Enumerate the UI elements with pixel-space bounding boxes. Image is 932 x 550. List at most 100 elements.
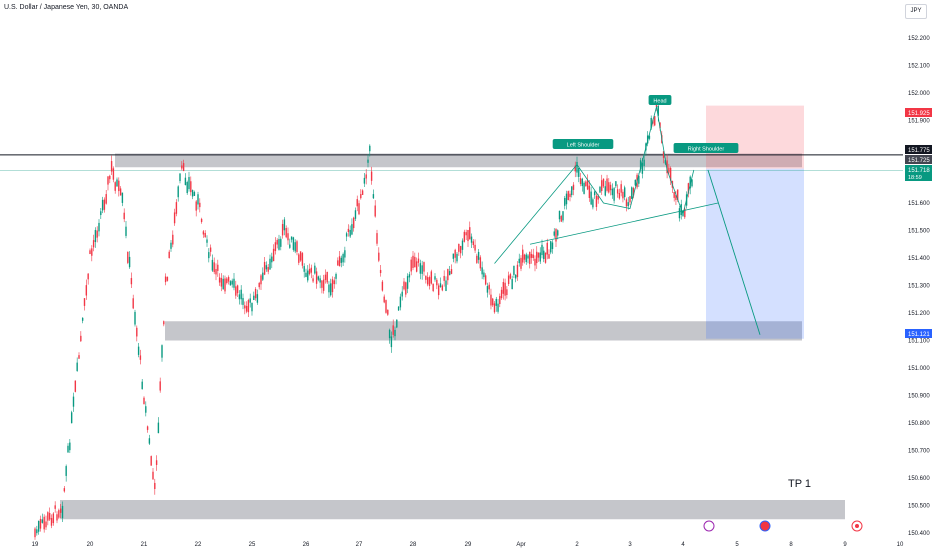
candle-body [91, 248, 93, 256]
candle-body [551, 242, 554, 249]
candle-body [641, 162, 644, 174]
candle-body [678, 208, 681, 219]
candle-body [615, 181, 617, 187]
candle-body [262, 272, 264, 280]
candle-body [441, 285, 444, 291]
candle-body [271, 256, 273, 263]
candle-body [256, 294, 259, 303]
left-shoulder-label-bg [552, 139, 614, 149]
candle-body [193, 192, 196, 196]
candle-body [36, 529, 38, 534]
candle-body [217, 264, 219, 271]
x-tick-label: 27 [356, 542, 363, 548]
candle-body [159, 381, 161, 391]
candle-body [347, 228, 350, 233]
candle-body [602, 178, 605, 187]
candle-body [342, 254, 344, 263]
candle-body [63, 488, 66, 492]
candle-body [200, 218, 203, 222]
candle-body [184, 177, 187, 185]
candle-body [337, 260, 339, 266]
candle-body [253, 295, 255, 301]
candle-body [622, 191, 624, 199]
candle-body [294, 242, 296, 252]
candle-body [529, 251, 531, 265]
candle-body [593, 191, 596, 196]
us-event-icon [759, 520, 771, 532]
candle-body [130, 278, 133, 285]
candle-body [134, 311, 136, 325]
candle-body [211, 259, 214, 271]
candle-body [163, 321, 165, 325]
candle-body [436, 279, 438, 286]
candle-body [543, 250, 545, 259]
currency-button[interactable]: JPY [905, 4, 927, 19]
candle-body [39, 518, 42, 529]
candle-body [523, 254, 526, 260]
candle-body [335, 273, 337, 279]
price-tag-label: 151.718 [908, 168, 930, 174]
candle-body [634, 179, 636, 186]
candle-body [509, 274, 512, 279]
candle-body [579, 178, 582, 185]
candle-body [215, 268, 217, 275]
candle-body [627, 202, 629, 207]
candle-body [613, 188, 615, 201]
candle-body [564, 198, 566, 206]
candle-body [96, 230, 98, 238]
candle-body [421, 265, 423, 274]
candle-body [290, 236, 293, 240]
candle-body [474, 244, 476, 251]
candle-body [145, 406, 147, 413]
candle-body [50, 518, 53, 526]
candle-body [490, 294, 492, 306]
candle-body [595, 195, 598, 207]
y-tick-label: 151.300 [908, 284, 930, 290]
candle-body [114, 182, 116, 191]
candle-body [188, 177, 190, 190]
candle-body [625, 199, 628, 207]
candle-body [677, 189, 679, 201]
support-zone [165, 321, 802, 341]
candle-body [161, 345, 163, 358]
candle-body [601, 180, 603, 192]
candle-body [548, 254, 550, 259]
candle-body [370, 171, 373, 181]
candle-body [454, 249, 456, 258]
candle-body [691, 179, 693, 187]
candle-body [379, 269, 382, 274]
candle-body [583, 182, 585, 194]
candle-body [590, 191, 592, 205]
candle-body [684, 208, 686, 218]
candle-body [296, 241, 298, 252]
candle-body [419, 263, 422, 274]
candle-body [354, 210, 357, 219]
candle-body [544, 252, 547, 263]
x-tick-label: 21 [141, 542, 148, 548]
candle-body [154, 482, 156, 490]
candle-body [72, 396, 75, 407]
candle-body [513, 265, 515, 275]
candle-body [567, 191, 569, 200]
candle-body [276, 239, 278, 245]
candle-body [620, 184, 622, 193]
candle-body [571, 186, 573, 196]
x-tick-label: 20 [87, 542, 94, 548]
candle-body [283, 219, 286, 231]
candle-body [463, 231, 466, 242]
candle-body [506, 289, 508, 296]
candle-body [578, 167, 580, 177]
price-tag-countdown: 18:59 [908, 175, 922, 181]
candle-body [299, 251, 302, 261]
candle-body [356, 199, 358, 207]
candle-body [414, 256, 416, 268]
x-tick-label: 3 [628, 542, 632, 548]
candle-body [585, 181, 587, 187]
candle-body [222, 278, 224, 290]
candle-body [56, 514, 58, 521]
x-tick-label: 8 [789, 542, 793, 548]
candle-body [74, 380, 77, 392]
candle-body [495, 298, 497, 306]
y-tick-label: 151.500 [908, 229, 930, 235]
